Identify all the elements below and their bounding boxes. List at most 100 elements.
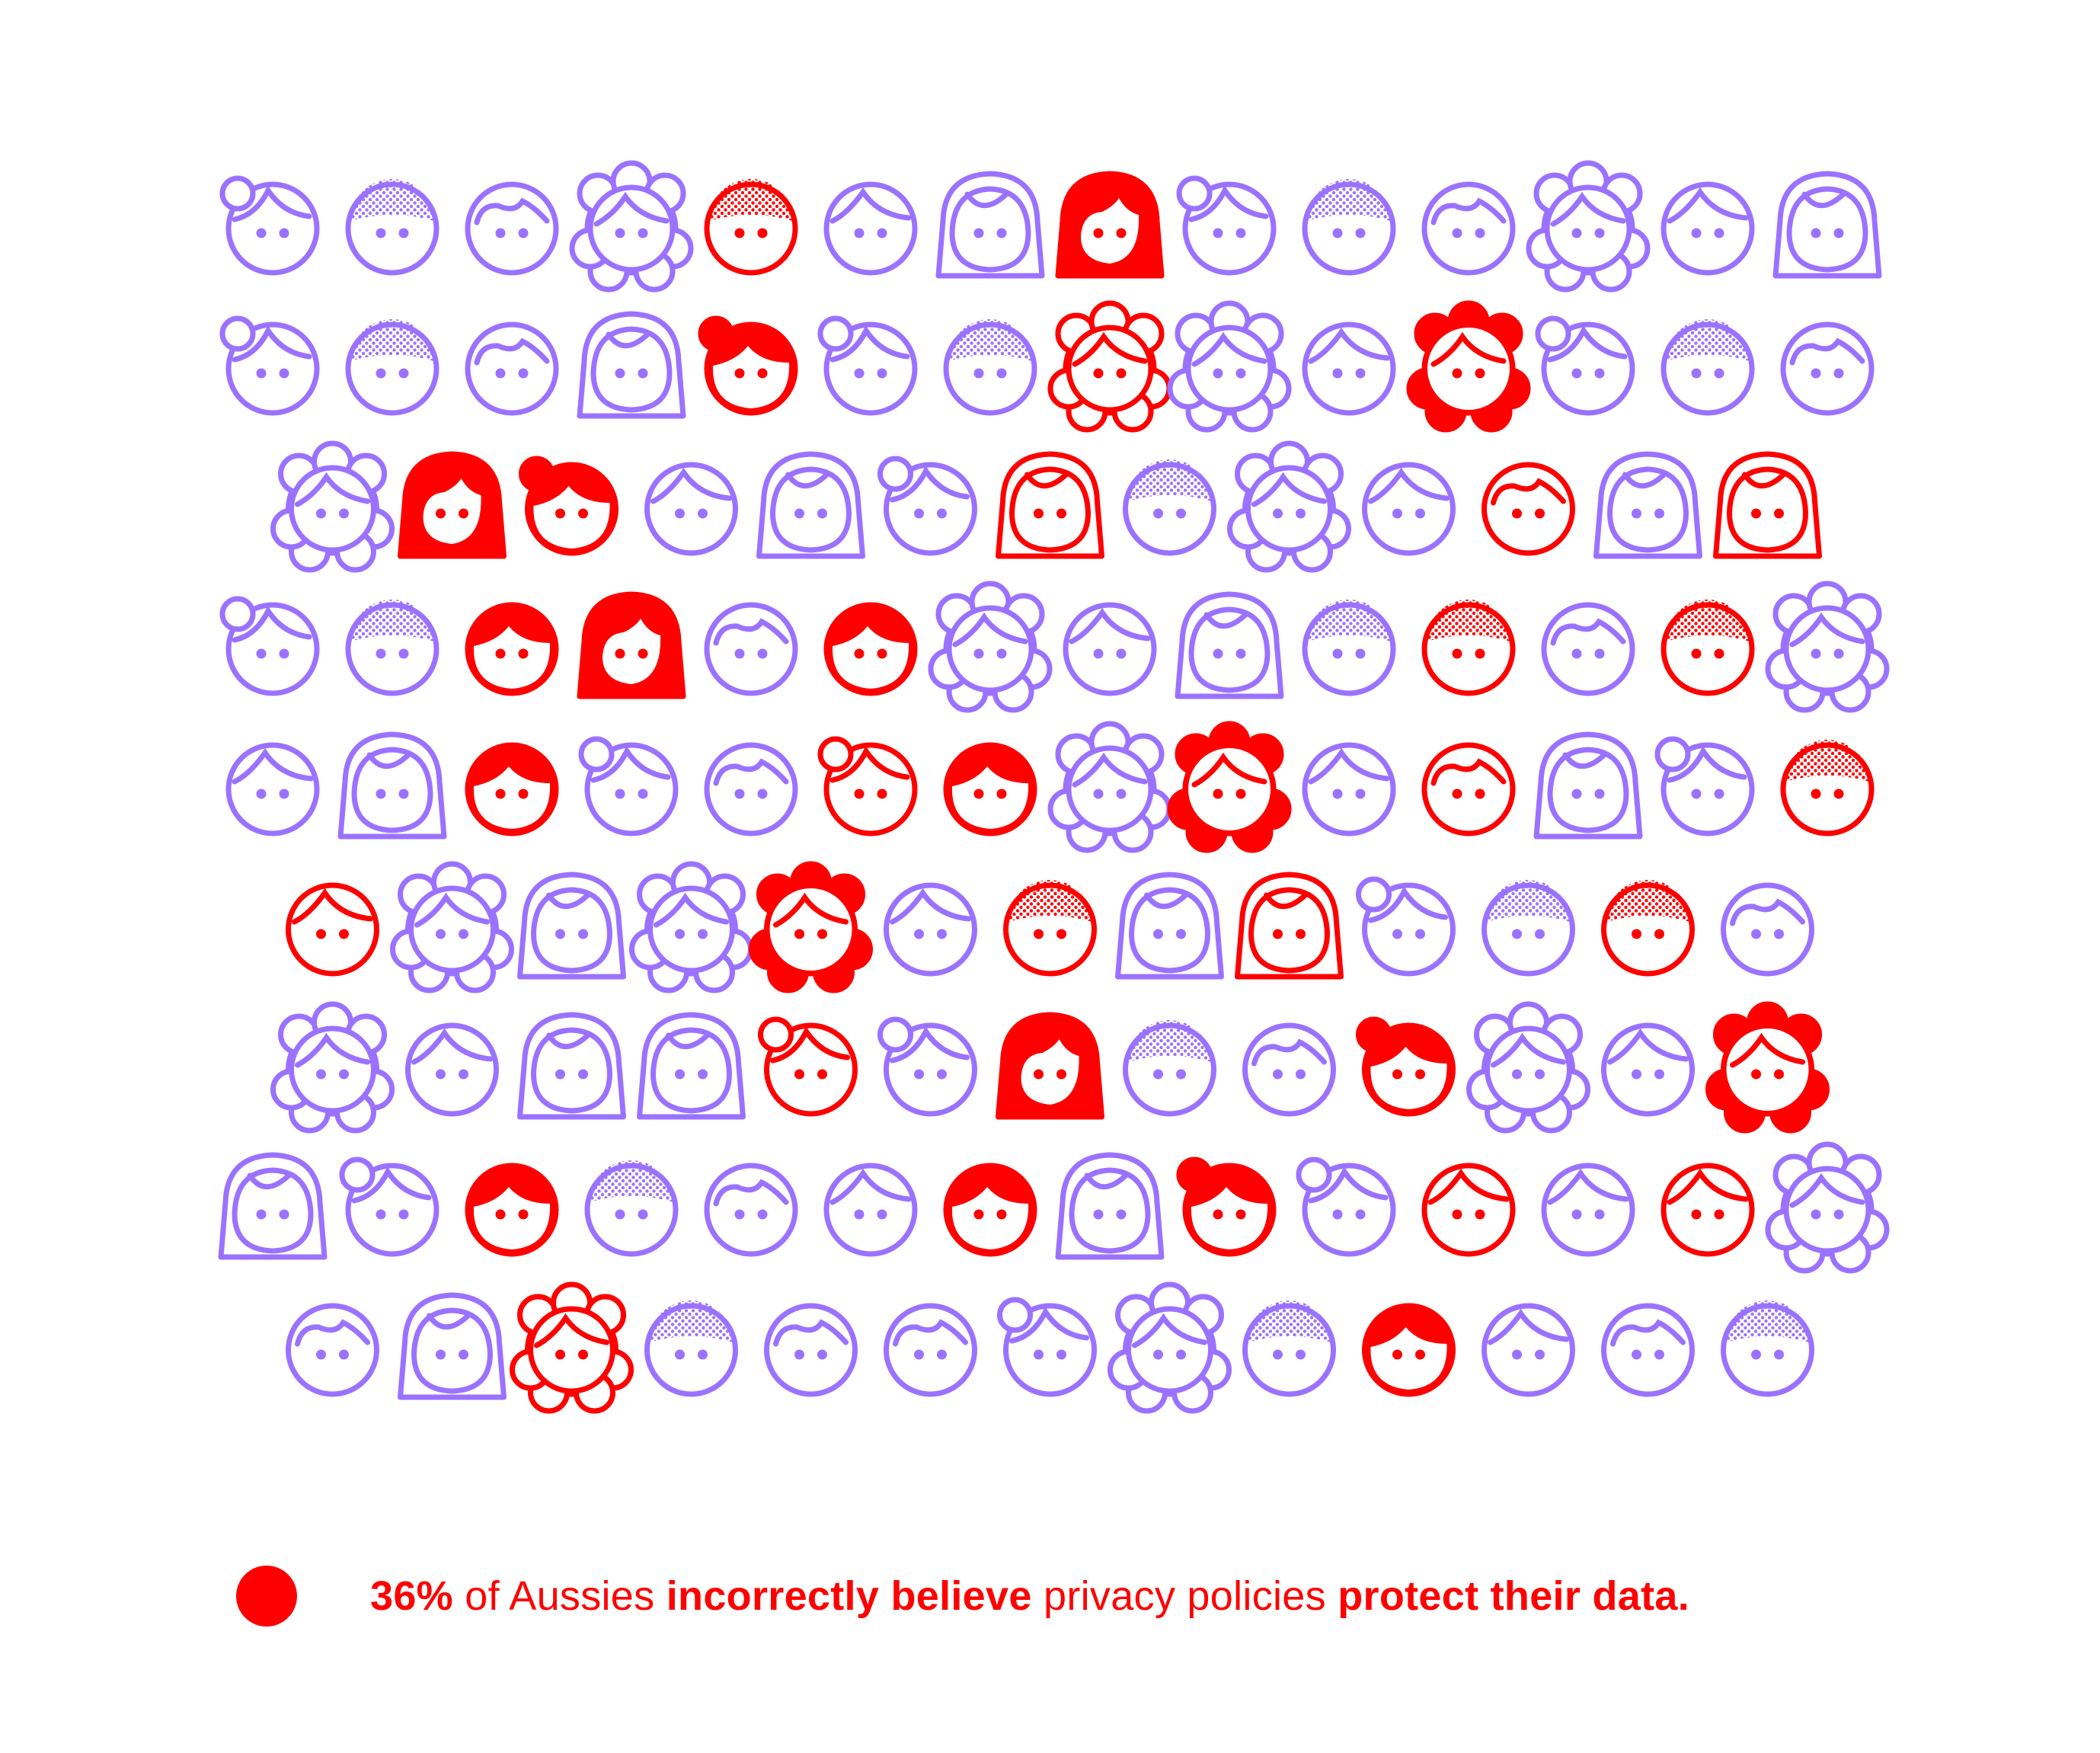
face-icon-other <box>1654 736 1755 837</box>
face-icon-highlight <box>1055 171 1165 279</box>
face-icon-other <box>943 319 1037 416</box>
face-icon-other <box>637 1012 746 1120</box>
face-icon-other <box>1108 1281 1232 1414</box>
face-icon-highlight <box>1482 462 1575 556</box>
face-icon-highlight <box>510 1281 634 1414</box>
face-icon-other <box>704 1163 798 1257</box>
face-icon-other <box>465 321 559 416</box>
face-icon-other <box>225 742 320 837</box>
face-icon-other <box>578 736 679 837</box>
face-icon-other <box>817 315 918 416</box>
face-icon-other <box>1176 175 1277 276</box>
face-icon-highlight <box>996 1012 1104 1120</box>
face-icon-other <box>1482 880 1575 977</box>
face-icon-other <box>345 179 439 276</box>
face-icon-highlight <box>465 602 559 696</box>
face-icon-other <box>398 1292 507 1400</box>
face-icon-other <box>764 1303 858 1397</box>
face-icon-other <box>577 311 686 419</box>
face-icon-other <box>1466 1001 1590 1134</box>
face-icon-highlight <box>823 602 918 696</box>
face-icon-other <box>584 1160 679 1257</box>
face-icon-other <box>1601 1022 1695 1117</box>
face-icon-other <box>823 181 918 276</box>
pictogram-chart <box>218 160 1890 1414</box>
face-icon-other <box>219 596 320 696</box>
face-icon-other <box>339 1156 439 1257</box>
face-icon-highlight <box>1421 600 1516 696</box>
face-icon-other <box>884 882 977 977</box>
face-icon-other <box>877 1016 977 1117</box>
face-icon-highlight <box>398 451 507 559</box>
caption-percentage: 36% <box>370 1573 453 1619</box>
face-icon-highlight <box>749 861 873 993</box>
face-icon-other <box>1302 742 1396 837</box>
face-icon-other <box>1482 1303 1575 1397</box>
face-icon-other <box>1661 181 1755 276</box>
face-icon-highlight <box>698 315 798 416</box>
face-icon-other <box>405 1022 499 1117</box>
face-icon-other <box>1296 1156 1396 1257</box>
legend-marker-dot <box>236 1566 297 1627</box>
face-icon-other <box>517 872 626 980</box>
face-icon-highlight <box>1780 740 1875 837</box>
face-icon-other <box>345 319 439 416</box>
face-icon-other <box>337 731 447 840</box>
face-icon-highlight <box>817 736 918 837</box>
face-icon-other <box>569 160 694 293</box>
face-icon-other <box>1242 1022 1336 1117</box>
face-icon-highlight <box>1235 872 1344 980</box>
face-icon-other <box>1227 440 1351 573</box>
face-icon-other <box>629 861 753 993</box>
face-icon-other <box>1362 462 1456 556</box>
face-icon-other <box>1242 1300 1336 1397</box>
face-icon-other <box>1765 1141 1890 1274</box>
face-icon-highlight <box>1661 600 1755 696</box>
caption-text-2: incorrectly believe <box>666 1573 1032 1619</box>
face-icon-highlight <box>758 1016 858 1117</box>
face-icon-other <box>1123 1020 1216 1117</box>
face-icon-highlight <box>1421 1163 1516 1257</box>
face-icon-other <box>270 440 395 573</box>
face-icon-highlight <box>286 882 379 977</box>
face-icon-highlight <box>1661 1163 1755 1257</box>
face-icon-highlight <box>996 451 1104 559</box>
face-icon-other <box>644 462 738 556</box>
face-icon-other <box>704 742 798 837</box>
face-icon-other <box>1115 872 1224 980</box>
face-icon-highlight <box>1167 721 1292 853</box>
face-icon-highlight <box>465 742 559 837</box>
face-icon-other <box>1175 591 1284 699</box>
face-icon-highlight <box>1176 1156 1277 1257</box>
face-icon-highlight <box>1003 880 1097 977</box>
face-icon-other <box>1167 300 1292 433</box>
caption-text-3: privacy policies <box>1031 1573 1338 1619</box>
face-icon-other <box>1593 451 1702 559</box>
face-icon-other <box>345 600 439 696</box>
face-icon-highlight <box>1421 742 1516 837</box>
face-icon-other <box>1541 1163 1635 1257</box>
face-icon-other <box>517 1012 626 1120</box>
face-icon-highlight <box>519 456 618 556</box>
face-icon-other <box>286 1303 379 1397</box>
face-icon-highlight <box>465 1163 559 1257</box>
caption-text-1: of Aussies <box>452 1573 666 1619</box>
face-icon-other <box>1123 459 1216 556</box>
face-icon-other <box>1047 721 1172 853</box>
face-icon-other <box>1526 160 1651 293</box>
face-icon-other <box>1302 321 1396 416</box>
face-icon-other <box>1302 600 1396 696</box>
face-icon-highlight <box>1406 300 1531 433</box>
face-icon-other <box>1765 581 1890 713</box>
face-icon-other <box>756 451 865 559</box>
face-icon-highlight <box>1601 880 1695 977</box>
face-icon-highlight <box>577 591 686 699</box>
face-icon-other <box>1302 179 1396 276</box>
face-icon-other <box>997 1297 1097 1397</box>
face-icon-other <box>390 861 514 993</box>
legend: 36% of Aussies incorrectly believe priva… <box>236 1554 1689 1638</box>
face-icon-highlight <box>943 742 1037 837</box>
caption-text-4: protect their data. <box>1338 1573 1690 1619</box>
face-icon-other <box>928 581 1053 713</box>
face-icon-other <box>1721 882 1814 977</box>
